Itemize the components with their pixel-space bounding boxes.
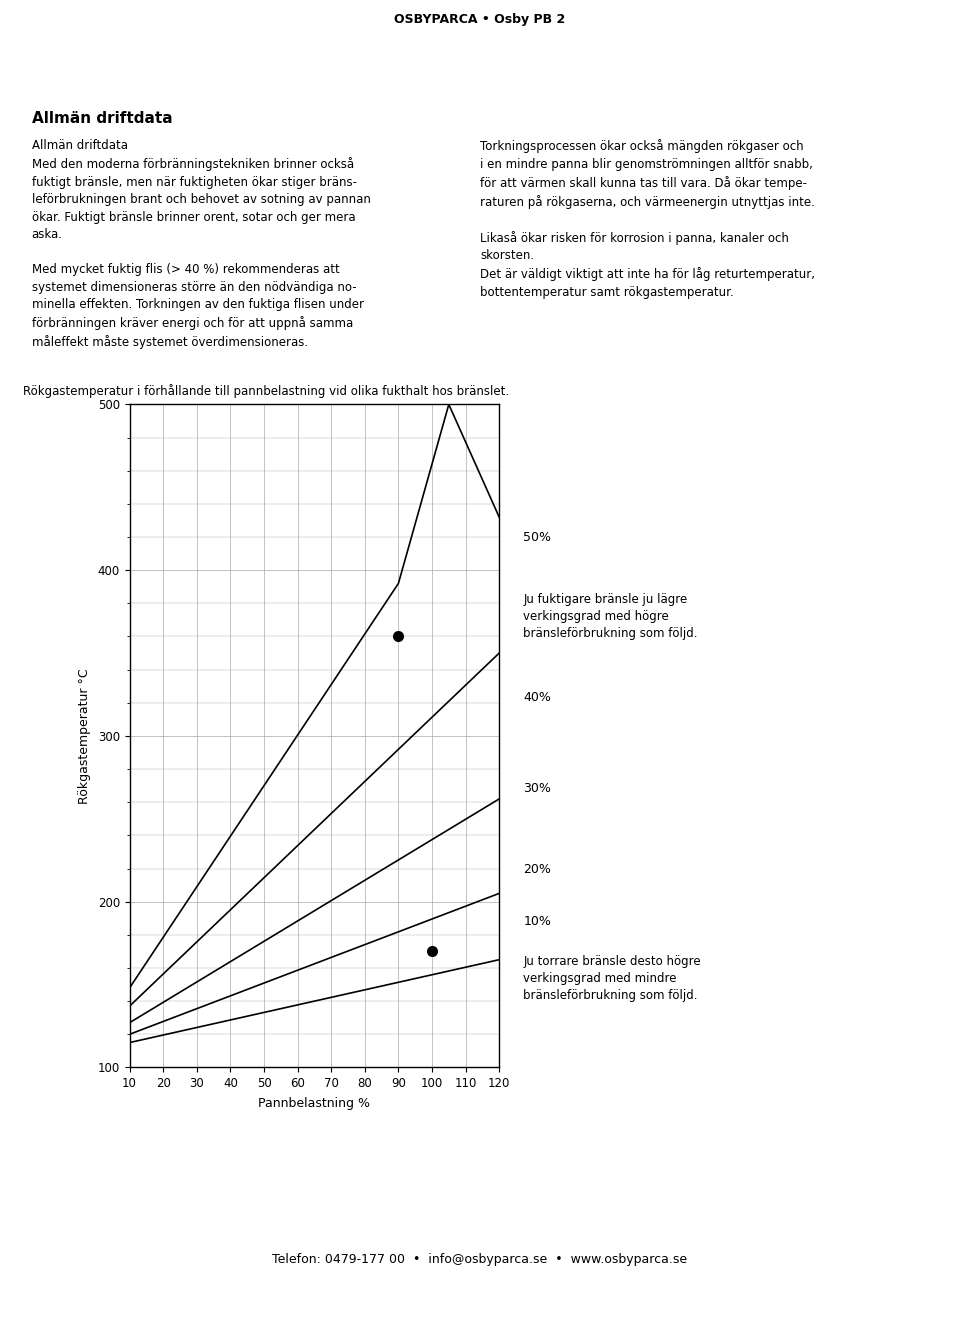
Text: verkingsgrad med högre: verkingsgrad med högre	[523, 610, 669, 623]
Text: Allmän driftdata
Med den moderna förbränningstekniken brinner också
fuktigt brän: Allmän driftdata Med den moderna förbrän…	[32, 139, 371, 349]
Text: Ju fuktigare bränsle ju lägre: Ju fuktigare bränsle ju lägre	[523, 593, 687, 606]
Text: verkingsgrad med mindre: verkingsgrad med mindre	[523, 972, 677, 985]
Text: 30%: 30%	[523, 782, 551, 796]
X-axis label: Pannbelastning %: Pannbelastning %	[258, 1097, 371, 1110]
Text: 40%: 40%	[523, 691, 551, 704]
Text: Allmän driftdata: Allmän driftdata	[32, 111, 172, 126]
Text: Ju torrare bränsle desto högre: Ju torrare bränsle desto högre	[523, 955, 701, 968]
Text: 10%: 10%	[523, 915, 551, 928]
Text: Torkningsprocessen ökar också mängden rökgaser och
i en mindre panna blir genoms: Torkningsprocessen ökar också mängden rö…	[480, 139, 815, 298]
Text: Rökgastemperatur i förhållande till pannbelastning vid olika fukthalt hos bränsl: Rökgastemperatur i förhållande till pann…	[23, 383, 510, 398]
Text: bränsleförbrukning som följd.: bränsleförbrukning som följd.	[523, 627, 698, 640]
Text: OSBYPARCA • Osby PB 2: OSBYPARCA • Osby PB 2	[395, 13, 565, 25]
Text: Telefon: 0479-177 00  •  info@osbyparca.se  •  www.osbyparca.se: Telefon: 0479-177 00 • info@osbyparca.se…	[273, 1253, 687, 1266]
Text: bränsleförbrukning som följd.: bränsleförbrukning som följd.	[523, 989, 698, 1002]
Y-axis label: Rökgastemperatur °C: Rökgastemperatur °C	[78, 668, 90, 804]
Text: 50%: 50%	[523, 530, 551, 544]
Text: 20%: 20%	[523, 863, 551, 876]
